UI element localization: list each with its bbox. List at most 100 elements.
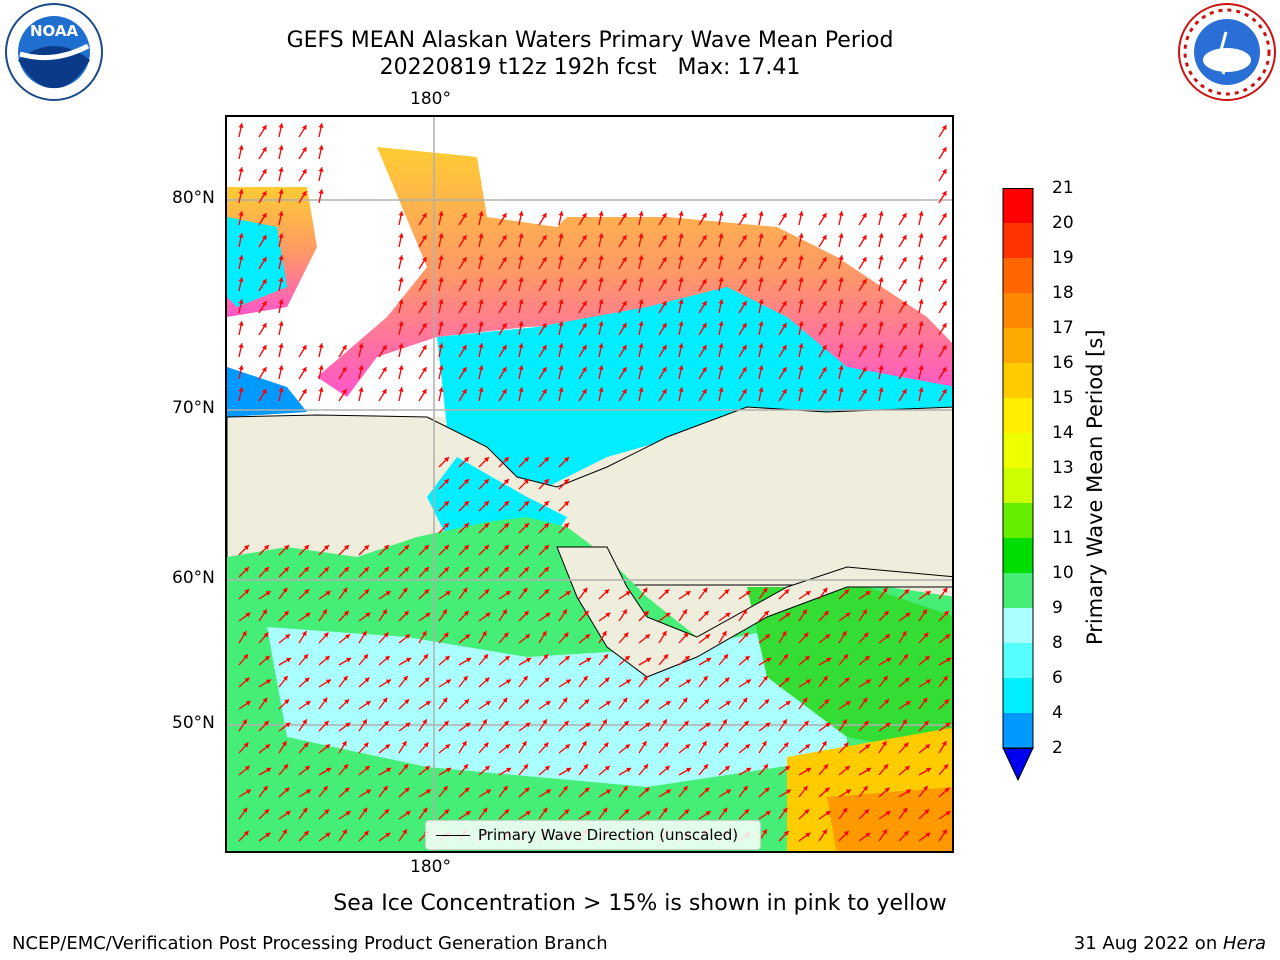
wave-arrow-head [638,365,644,370]
wave-arrow-head [564,656,570,661]
wave-arrow-head [278,277,284,282]
wave-arrow-head [758,299,764,304]
wave-arrow-head [942,301,947,307]
wave-arrow-head [462,323,467,329]
wave-arrow-head [278,365,284,370]
wave-arrow-head [238,211,244,216]
wave-arrow-head [422,279,427,285]
wave-arrow-head [862,279,867,285]
colorbar-band [1003,713,1033,749]
wave-arrow-head [902,279,907,285]
wave-arrow-head [878,233,884,238]
wave-arrow-head [783,830,789,836]
wave-arrow-head [782,807,788,813]
wave-arrow-head [878,387,884,392]
colorbar-tick-label: 21 [1052,178,1074,198]
wave-arrow-head [262,235,267,241]
wave-arrow-head [725,612,731,618]
wave-arrow-head [883,764,888,770]
wave-arrow-head [542,235,547,241]
machine-name: Hera [1222,933,1266,954]
wave-arrow-head [504,501,509,506]
wave-arrow-head [406,657,412,663]
wave-arrow-head [583,764,588,770]
wave-arrow-head [724,766,730,771]
colorbar-tick-label: 11 [1052,528,1074,548]
wave-arrow-head [302,719,307,725]
wave-arrow-head [444,523,449,528]
wave-arrow-head [558,211,564,216]
wave-arrow-head [402,829,407,835]
wave-arrow-head [503,720,509,726]
wave-arrow-head [323,786,328,791]
wave-arrow-head [478,299,484,304]
wave-arrow-head [342,587,348,593]
wave-arrow-head [262,279,267,285]
nws-logo [1176,2,1278,102]
wave-arrow-head [744,656,750,661]
wave-arrow-head [364,567,369,572]
wave-arrow-head [324,809,330,815]
wave-arrow-head [763,764,768,770]
wave-arrow-head [623,786,628,791]
wave-arrow-head [304,545,309,550]
wave-arrow-head [545,789,551,794]
wave-arrow-head [238,343,244,348]
wave-arrow-head [702,345,707,351]
wave-arrow-head [662,345,667,351]
wave-arrow-head [702,741,707,747]
wave-arrow-head [502,279,507,285]
wave-arrow-head [282,829,287,835]
wave-arrow-head [558,321,564,326]
wave-arrow-head [363,654,368,660]
wave-arrow-head [503,632,509,638]
wave-arrow-head [878,255,884,260]
wave-arrow-head [702,389,707,395]
wave-arrow-head [582,257,587,263]
wave-arrow-head [926,767,932,773]
wave-arrow-head [725,789,731,794]
wave-arrow-head [942,125,947,131]
wave-arrow-head [798,211,804,216]
wave-arrow-head [344,545,349,550]
wave-arrow-head [465,722,471,728]
wave-arrow-head [662,367,667,373]
wave-arrow-head [262,389,267,395]
wave-arrow-head [638,299,644,304]
colorbar-band [1003,678,1033,714]
colorbar-tick-label: 20 [1052,213,1074,233]
wave-arrow-head [664,766,670,771]
wave-arrow-head [743,632,749,638]
wave-arrow-head [838,299,844,304]
wave-arrow-head [805,679,811,684]
wave-arrow-head [865,832,871,838]
wave-arrow-head [844,677,850,683]
wave-arrow-head [318,145,324,150]
wave-arrow-head [525,634,530,639]
wave-arrow-head [782,719,787,725]
wave-arrow-head [518,277,524,282]
wave-arrow-head [238,299,244,304]
wave-arrow-head [282,741,287,747]
wave-arrow-head [285,722,291,728]
wave-arrow-head [883,676,888,681]
wave-arrow-head [582,323,587,329]
wave-arrow-head [245,612,251,618]
date-caption: 31 Aug 2022 on Hera [1074,933,1266,954]
wave-arrow-head [822,389,827,395]
wave-arrow-head [782,345,787,351]
wave-arrow-head [278,167,284,172]
wave-arrow-head [304,567,309,572]
wave-arrow-head [598,343,604,348]
wave-arrow-head [782,301,787,307]
wave-arrow-head [902,367,907,373]
wave-arrow-head [485,789,491,794]
colorbar-tick-label: 8 [1052,633,1063,653]
wave-arrow-head [822,257,827,263]
wave-arrow-head [758,211,764,216]
wave-arrow-head [662,301,667,307]
wave-arrow-head [558,343,564,348]
wave-arrow-head [243,742,249,748]
wave-arrow-head [545,701,551,706]
wave-arrow-head [702,235,707,241]
